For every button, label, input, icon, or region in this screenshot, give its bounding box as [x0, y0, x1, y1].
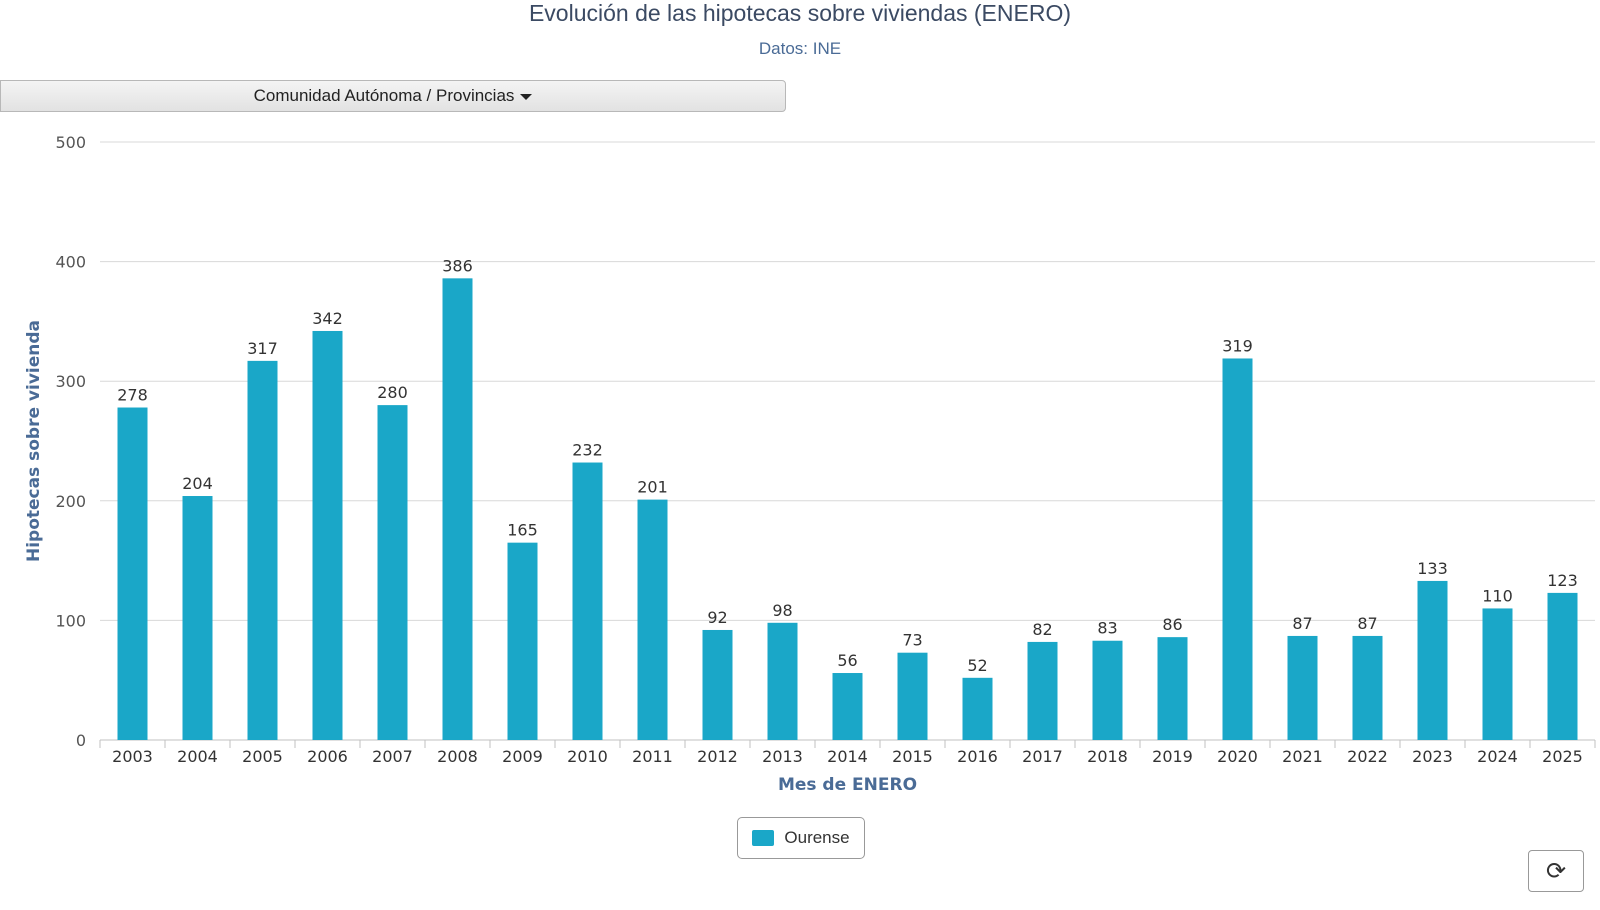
chart-title: Evolución de las hipotecas sobre viviend…: [528, 0, 1072, 26]
data-label-2012: 92: [707, 608, 727, 627]
data-label-2020: 319: [1222, 336, 1253, 355]
bar-2008: [442, 278, 473, 740]
bar-2022: [1352, 635, 1383, 740]
x-tick-label-2025: 2025: [1542, 747, 1583, 766]
x-tick-label-2021: 2021: [1282, 747, 1323, 766]
data-label-2010: 232: [572, 441, 603, 460]
data-label-2024: 110: [1482, 586, 1513, 605]
bar-2024: [1482, 608, 1513, 740]
data-label-2006: 342: [312, 309, 343, 328]
x-tick-label-2010: 2010: [567, 747, 608, 766]
bar-2015: [897, 652, 928, 740]
bar-2012: [702, 629, 733, 740]
y-tick-label: 200: [55, 492, 86, 511]
legend-label: Ourense: [784, 828, 850, 847]
x-tick-label-2018: 2018: [1087, 747, 1128, 766]
data-label-2004: 204: [182, 474, 213, 493]
bar-2021: [1287, 635, 1318, 740]
x-tick-label-2020: 2020: [1217, 747, 1258, 766]
x-tick-label-2013: 2013: [762, 747, 803, 766]
bar-2013: [767, 622, 798, 740]
bar-2010: [572, 462, 603, 740]
x-tick-label-2011: 2011: [632, 747, 673, 766]
bar-2003: [117, 407, 148, 740]
data-label-2025: 123: [1547, 571, 1578, 590]
x-tick-label-2015: 2015: [892, 747, 933, 766]
data-label-2015: 73: [902, 631, 922, 650]
data-label-2021: 87: [1292, 614, 1312, 633]
x-axis-title: Mes de ENERO: [778, 775, 917, 795]
bar-2019: [1157, 637, 1188, 740]
data-label-2022: 87: [1357, 614, 1377, 633]
x-tick-label-2023: 2023: [1412, 747, 1453, 766]
y-tick-label: 0: [76, 731, 86, 750]
data-label-2007: 280: [377, 383, 408, 402]
x-tick-label-2022: 2022: [1347, 747, 1388, 766]
data-label-2013: 98: [772, 601, 792, 620]
y-tick-label: 400: [55, 253, 86, 272]
bar-2025: [1547, 592, 1578, 740]
caret-down-icon: [520, 93, 533, 100]
y-axis-title: Hipotecas sobre vivienda: [24, 320, 44, 562]
x-tick-label-2019: 2019: [1152, 747, 1193, 766]
x-tick-label-2008: 2008: [437, 747, 478, 766]
x-tick-label-2007: 2007: [372, 747, 413, 766]
data-label-2003: 278: [117, 386, 148, 405]
data-label-2014: 56: [837, 651, 857, 670]
x-tick-label-2017: 2017: [1022, 747, 1063, 766]
data-label-2008: 386: [442, 256, 473, 275]
y-tick-label: 100: [55, 611, 86, 630]
y-tick-label: 500: [55, 133, 86, 152]
data-label-2016: 52: [967, 656, 987, 675]
x-tick-label-2006: 2006: [307, 747, 348, 766]
data-label-2019: 86: [1162, 615, 1182, 634]
bar-2006: [312, 330, 343, 740]
data-label-2023: 133: [1417, 559, 1448, 578]
bar-2020: [1222, 358, 1253, 740]
bar-2011: [637, 499, 668, 740]
x-tick-label-2016: 2016: [957, 747, 998, 766]
data-label-2017: 82: [1032, 620, 1052, 639]
bar-2017: [1027, 641, 1058, 740]
refresh-icon: ⟳: [1545, 857, 1567, 885]
y-tick-label: 300: [55, 372, 86, 391]
x-tick-label-2009: 2009: [502, 747, 543, 766]
x-tick-label-2005: 2005: [242, 747, 283, 766]
bar-2018: [1092, 640, 1123, 740]
bar-2023: [1417, 580, 1448, 740]
data-label-2009: 165: [507, 521, 538, 540]
x-tick-label-2004: 2004: [177, 747, 218, 766]
x-tick-label-2014: 2014: [827, 747, 868, 766]
data-label-2011: 201: [637, 478, 668, 497]
chart-subtitle: Datos: INE: [758, 39, 842, 58]
legend-swatch: [752, 830, 775, 846]
bar-2005: [247, 360, 278, 740]
bar-2016: [962, 677, 993, 740]
bar-2007: [377, 405, 408, 740]
legend-item-ourense[interactable]: Ourense: [737, 817, 865, 859]
x-tick-label-2012: 2012: [697, 747, 738, 766]
x-tick-label-2003: 2003: [112, 747, 153, 766]
refresh-button[interactable]: ⟳: [1528, 850, 1584, 892]
bar-2004: [182, 496, 213, 740]
x-tick-label-2024: 2024: [1477, 747, 1518, 766]
region-dropdown-button[interactable]: Comunidad Autónoma / Provincias: [0, 80, 786, 112]
bar-2009: [507, 542, 538, 740]
data-label-2018: 83: [1097, 619, 1117, 638]
data-label-2005: 317: [247, 339, 278, 358]
bar-2014: [832, 673, 863, 740]
region-dropdown-label: Comunidad Autónoma / Provincias: [253, 86, 515, 105]
